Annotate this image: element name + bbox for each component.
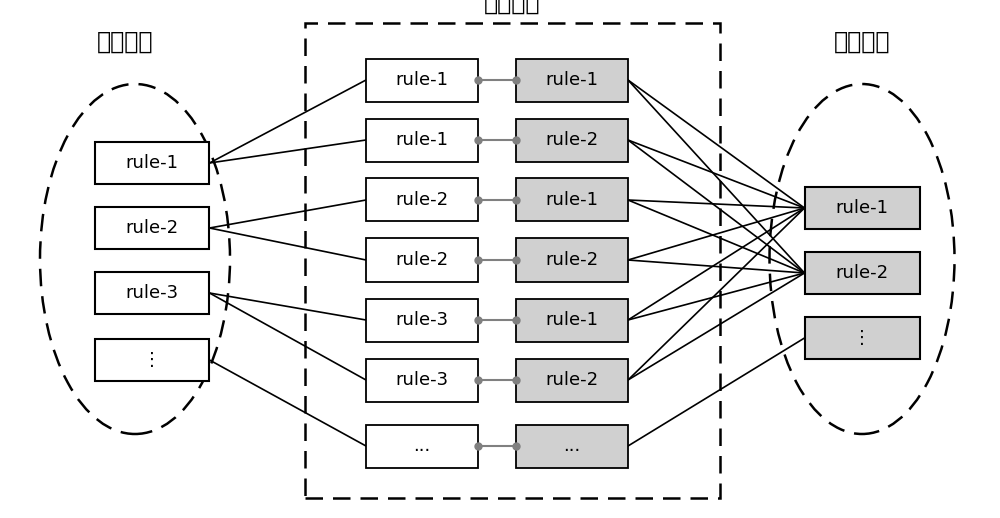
FancyBboxPatch shape [516,424,628,468]
FancyBboxPatch shape [94,272,209,314]
Text: rule-3: rule-3 [125,284,179,302]
FancyBboxPatch shape [516,179,628,222]
FancyBboxPatch shape [804,252,920,294]
Text: rule-1: rule-1 [835,199,888,217]
Text: rule-1: rule-1 [546,191,598,209]
FancyBboxPatch shape [366,358,478,401]
Text: rule-2: rule-2 [835,264,889,282]
Text: rule-1: rule-1 [396,71,448,89]
Text: ...: ... [413,437,431,455]
Text: rule-1: rule-1 [396,131,448,149]
Text: rule-3: rule-3 [395,311,449,329]
FancyBboxPatch shape [94,207,209,249]
Text: rule-1: rule-1 [546,311,598,329]
Text: 恶性规则: 恶性规则 [834,30,890,54]
FancyBboxPatch shape [366,119,478,162]
FancyBboxPatch shape [366,179,478,222]
Text: rule-2: rule-2 [125,219,179,237]
FancyBboxPatch shape [804,187,920,229]
FancyBboxPatch shape [516,238,628,281]
FancyBboxPatch shape [366,238,478,281]
Text: rule-3: rule-3 [395,371,449,389]
FancyBboxPatch shape [94,142,209,184]
FancyBboxPatch shape [366,59,478,102]
Text: rule-1: rule-1 [126,154,178,172]
Text: ...: ... [563,437,581,455]
Text: rule-2: rule-2 [545,251,599,269]
FancyBboxPatch shape [366,424,478,468]
FancyBboxPatch shape [94,339,209,381]
FancyBboxPatch shape [516,59,628,102]
FancyBboxPatch shape [516,119,628,162]
Text: rule-2: rule-2 [545,131,599,149]
FancyBboxPatch shape [516,358,628,401]
FancyBboxPatch shape [366,298,478,341]
Text: rule-2: rule-2 [395,251,449,269]
Text: 弱分类器: 弱分类器 [484,0,541,15]
Text: rule-2: rule-2 [545,371,599,389]
Text: rule-2: rule-2 [395,191,449,209]
FancyBboxPatch shape [804,317,920,359]
Text: ⋮: ⋮ [143,351,161,369]
Text: 良性规则: 良性规则 [97,30,153,54]
FancyBboxPatch shape [516,298,628,341]
Text: ⋮: ⋮ [853,329,871,347]
Text: rule-1: rule-1 [546,71,598,89]
